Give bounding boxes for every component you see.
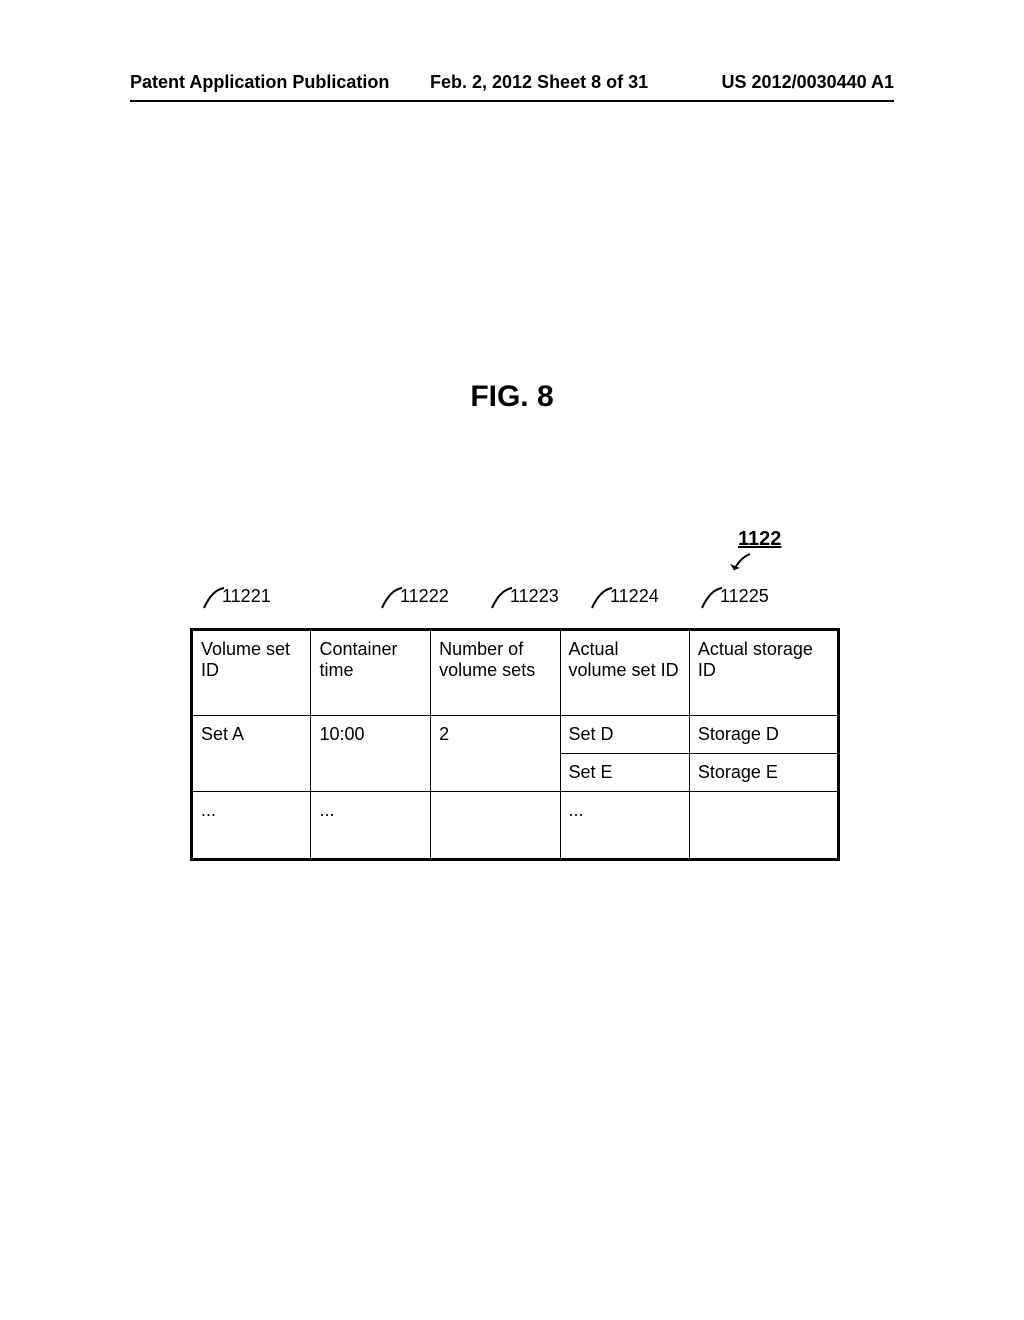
patent-page: Patent Application Publication Feb. 2, 2… <box>0 0 1024 1320</box>
cell-n: 2 <box>431 716 560 792</box>
header-mid: Feb. 2, 2012 Sheet 8 of 31 <box>430 72 648 93</box>
cell-as: Storage E <box>689 754 838 792</box>
col-header: Volume set ID <box>192 630 311 716</box>
col-ref-4: 11224 <box>610 586 659 607</box>
col-header: Container time <box>311 630 431 716</box>
table-header-row: Volume set ID Container time Number of v… <box>192 630 839 716</box>
col-ref-1: 11221 <box>222 586 271 607</box>
header-rule <box>130 100 894 102</box>
figure-title: FIG. 8 <box>0 380 1024 414</box>
cell-av: ... <box>560 792 689 860</box>
col-header: Number of volume sets <box>431 630 560 716</box>
ref-main-arrow-icon <box>730 552 754 576</box>
column-ref-labels: 11221 11222 11223 11224 11225 <box>190 586 834 626</box>
cell-ct: 10:00 <box>311 716 431 792</box>
cell-av: Set D <box>560 716 689 754</box>
table-row: ... ... ... <box>192 792 839 860</box>
header-left: Patent Application Publication <box>130 72 389 93</box>
col-header: Actual storage ID <box>689 630 838 716</box>
table-row: Set A 10:00 2 Set D Storage D <box>192 716 839 754</box>
cell-av: Set E <box>560 754 689 792</box>
header-right: US 2012/0030440 A1 <box>722 72 894 93</box>
ref-main-label: 1122 <box>738 528 781 551</box>
cell-vs: Set A <box>192 716 311 792</box>
col-ref-5: 11225 <box>720 586 769 607</box>
cell-n <box>431 792 560 860</box>
data-table-wrap: Volume set ID Container time Number of v… <box>190 628 840 861</box>
cell-as <box>689 792 838 860</box>
data-table: Volume set ID Container time Number of v… <box>190 628 840 861</box>
col-header: Actual volume set ID <box>560 630 689 716</box>
header-row: Patent Application Publication Feb. 2, 2… <box>130 72 894 93</box>
cell-as: Storage D <box>689 716 838 754</box>
cell-ct: ... <box>311 792 431 860</box>
cell-vs: ... <box>192 792 311 860</box>
col-ref-3: 11223 <box>510 586 559 607</box>
col-ref-2: 11222 <box>400 586 449 607</box>
